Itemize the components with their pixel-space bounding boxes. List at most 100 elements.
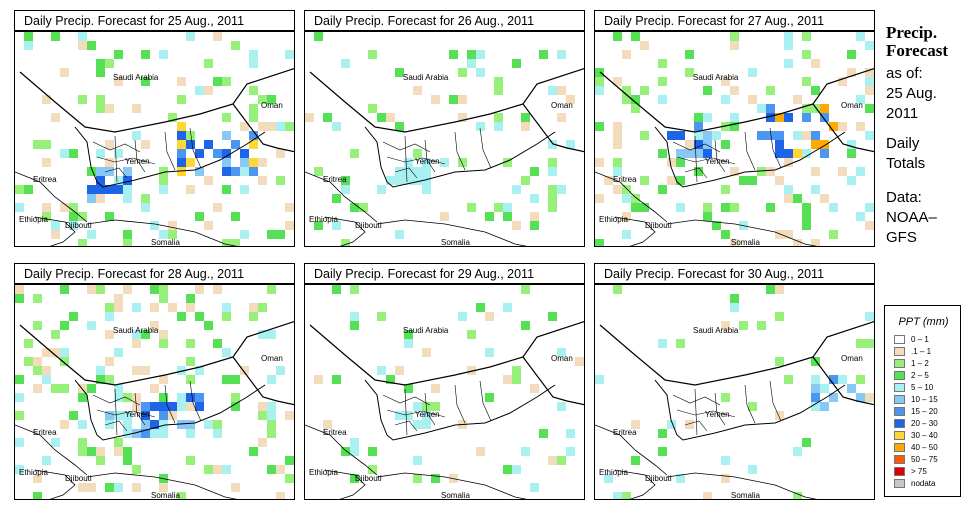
precip-cell	[377, 185, 386, 194]
precip-cell	[730, 239, 739, 246]
admin-boundary	[394, 167, 418, 179]
precip-cell	[640, 86, 649, 95]
precip-cell	[78, 393, 87, 402]
legend-swatch	[894, 455, 905, 464]
legend-item: 10 – 15	[894, 394, 954, 405]
precip-cell	[60, 357, 69, 366]
precip-cell	[566, 140, 575, 149]
precip-cell	[96, 167, 105, 176]
precip-cell	[285, 456, 294, 465]
precip-cell	[285, 50, 294, 59]
precip-cell	[784, 32, 793, 41]
label-saudi-arabia: Saudi Arabia	[113, 73, 159, 82]
precip-cell	[222, 375, 231, 384]
precip-cell	[784, 185, 793, 194]
precip-cell	[96, 176, 105, 185]
precip-cell	[159, 330, 168, 339]
precip-cell	[285, 122, 294, 131]
precip-cell	[186, 402, 195, 411]
precip-cell	[667, 158, 676, 167]
precip-cell	[458, 158, 467, 167]
precip-cell	[204, 140, 213, 149]
precip-cell	[96, 104, 105, 113]
precip-cell	[204, 221, 213, 230]
precip-cell	[159, 483, 168, 492]
precip-cell	[96, 185, 105, 194]
precip-cell	[521, 447, 530, 456]
legend-item: 1 – 2	[894, 358, 954, 369]
precip-cell	[404, 158, 413, 167]
precip-cell	[865, 41, 874, 50]
precip-cell	[557, 456, 566, 465]
admin-boundary	[134, 392, 146, 426]
precip-cell	[622, 194, 631, 203]
precip-cell	[775, 285, 784, 294]
precip-cell	[168, 230, 177, 239]
precip-cell	[613, 122, 622, 131]
precip-cell	[694, 131, 703, 140]
label-ethiopia: Ethiopia	[19, 215, 48, 224]
somalia-coast	[666, 219, 818, 246]
label-yemen: Yemen	[705, 410, 730, 419]
precip-cell	[249, 59, 258, 68]
legend-swatch	[894, 467, 905, 476]
precip-cell	[413, 474, 422, 483]
precip-cell	[404, 167, 413, 176]
admin-boundary	[676, 156, 736, 165]
precip-cell	[78, 95, 87, 104]
precip-cell	[595, 375, 604, 384]
precip-cell	[123, 185, 132, 194]
precip-cell	[793, 131, 802, 140]
precip-cell	[78, 420, 87, 429]
precip-cell	[658, 185, 667, 194]
precip-cell	[775, 312, 784, 321]
precip-cell	[15, 375, 24, 384]
precip-cell	[186, 429, 195, 438]
precip-cell	[267, 429, 276, 438]
precip-cell	[676, 149, 685, 158]
precip-cell	[222, 77, 231, 86]
legend-item: 40 – 50	[894, 442, 954, 453]
precip-cell	[231, 402, 240, 411]
precip-cell	[24, 32, 33, 41]
precip-cell	[276, 492, 285, 499]
label-saudi-arabia: Saudi Arabia	[693, 73, 739, 82]
somalia-coast	[666, 472, 818, 499]
precip-cell	[213, 149, 222, 158]
precip-cell	[177, 149, 186, 158]
precip-cell	[332, 285, 341, 294]
legend-swatch	[894, 395, 905, 404]
precip-cell	[829, 122, 838, 131]
panel-title: Daily Precip. Forecast for 26 Aug., 2011	[304, 10, 585, 31]
precip-cell	[105, 483, 114, 492]
label-somalia: Somalia	[731, 238, 760, 247]
label-saudi-arabia: Saudi Arabia	[403, 326, 449, 335]
admin-boundary	[189, 380, 202, 422]
precip-cell	[802, 438, 811, 447]
label-oman: Oman	[551, 101, 573, 110]
precip-cell	[249, 131, 258, 140]
precip-cell	[249, 167, 258, 176]
precip-cell	[530, 194, 539, 203]
precip-cell	[548, 203, 557, 212]
precip-cell	[422, 185, 431, 194]
precip-cell	[258, 122, 267, 131]
precip-cell	[87, 194, 96, 203]
precip-cell	[721, 140, 730, 149]
admin-boundary	[92, 141, 141, 153]
precip-cell	[622, 212, 631, 221]
precip-cell	[249, 50, 258, 59]
precip-cell	[802, 221, 811, 230]
precip-cell	[177, 167, 186, 176]
legend-label: 50 – 75	[911, 455, 938, 464]
admin-boundary	[382, 141, 431, 153]
precip-cell	[422, 420, 431, 429]
precip-cell	[422, 167, 431, 176]
precip-cell	[51, 32, 60, 41]
precip-cell	[784, 230, 793, 239]
precip-cell	[368, 50, 377, 59]
precip-cell	[458, 113, 467, 122]
admin-boundary	[714, 139, 726, 173]
precip-cell	[150, 321, 159, 330]
precip-cell	[105, 312, 114, 321]
